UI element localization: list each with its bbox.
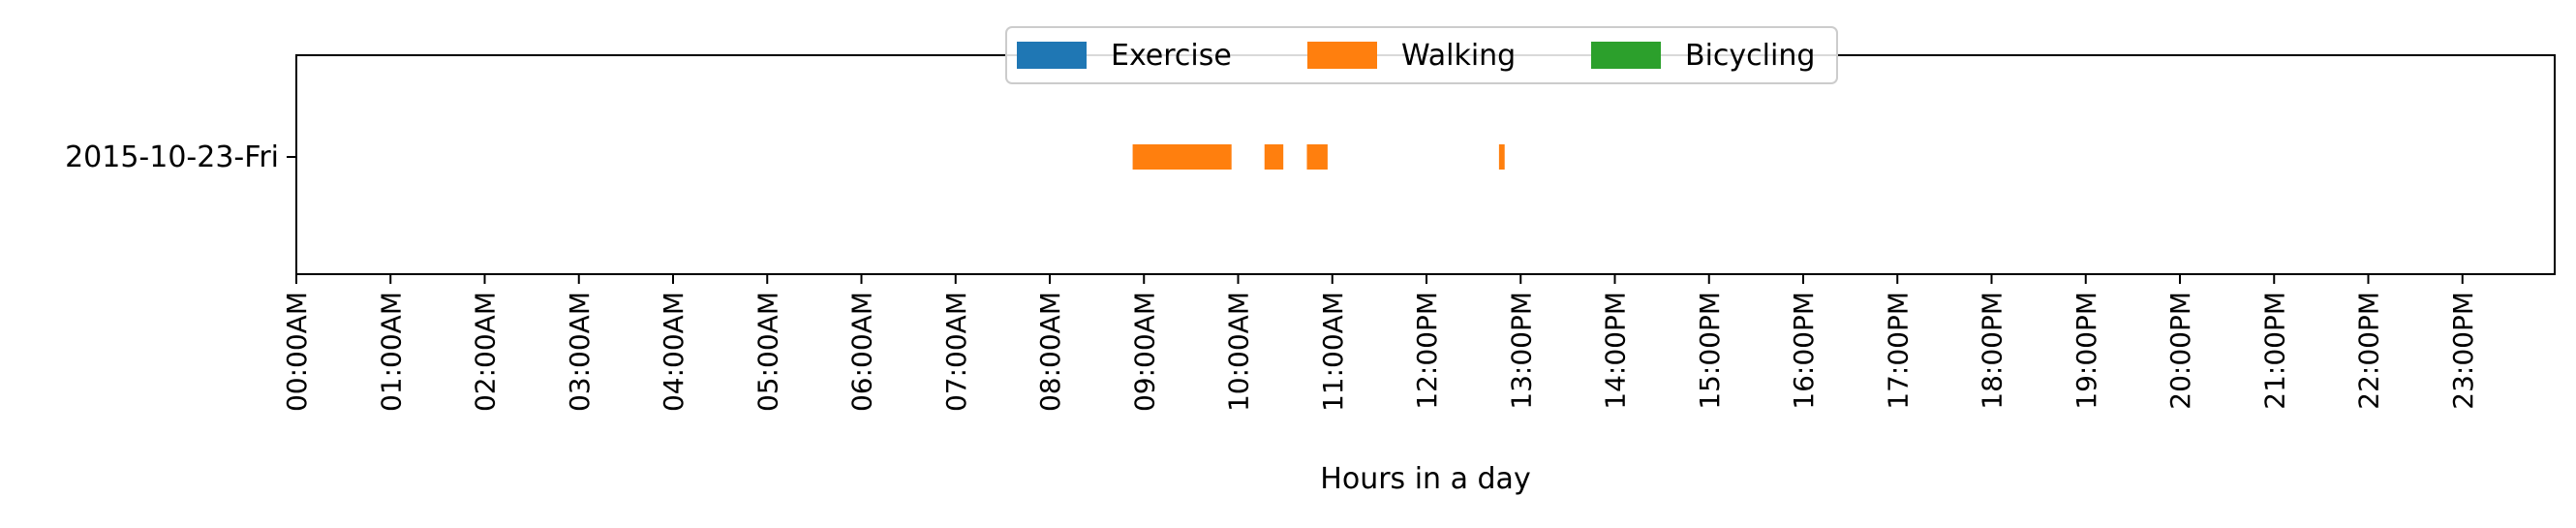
x-tick-label: 08:00AM — [1034, 292, 1066, 412]
x-tick-label: 21:00PM — [2258, 292, 2290, 410]
x-tick-label: 02:00AM — [470, 292, 502, 412]
legend-swatch-walking — [1307, 42, 1377, 69]
x-tick-label: 13:00PM — [1505, 292, 1537, 410]
x-tick-label: 07:00AM — [940, 292, 972, 412]
x-tick-label: 22:00PM — [2353, 292, 2385, 410]
x-tick-label: 01:00AM — [375, 292, 407, 412]
x-tick-label: 09:00AM — [1128, 292, 1160, 412]
plot-frame — [295, 54, 2556, 275]
legend-label-walking: Walking — [1401, 39, 1516, 73]
x-tick-label: 12:00PM — [1411, 292, 1443, 410]
legend-swatch-exercise — [1017, 42, 1087, 69]
x-tick-label: 04:00AM — [658, 292, 690, 412]
x-tick-label: 05:00AM — [751, 292, 783, 412]
x-tick-label: 23:00PM — [2447, 292, 2479, 410]
x-tick-label: 14:00PM — [1600, 292, 1632, 410]
y-axis: 2015-10-23-Fri — [65, 140, 296, 174]
x-axis-label: Hours in a day — [1320, 462, 1530, 496]
x-tick-label: 10:00AM — [1223, 292, 1255, 412]
legend-swatch-bicycling — [1591, 42, 1661, 69]
x-tick-label: 15:00PM — [1694, 292, 1726, 410]
legend: Exercise Walking Bicycling — [1005, 26, 1838, 84]
x-axis: 00:00AM 01:00AM 02:00AM 03:00AM 04:00AM 05:00… — [281, 274, 2479, 412]
legend-label-bicycling: Bicycling — [1685, 39, 1815, 73]
x-tick-label: 17:00PM — [1882, 292, 1914, 410]
x-tick-label: 19:00PM — [2070, 292, 2102, 410]
x-tick-label: 00:00AM — [281, 292, 313, 412]
y-tick-label: 2015-10-23-Fri — [65, 140, 279, 174]
x-tick-label: 11:00AM — [1317, 292, 1349, 412]
bar-walking-1 — [1264, 144, 1284, 170]
x-tick-label: 20:00PM — [2164, 292, 2196, 410]
x-tick-label: 16:00PM — [1788, 292, 1820, 410]
x-tick-label: 06:00AM — [846, 292, 878, 412]
bars-layer — [1132, 144, 1505, 170]
bar-walking-3 — [1498, 144, 1505, 170]
bar-walking-2 — [1306, 144, 1328, 170]
x-tick-label: 18:00PM — [1977, 292, 2009, 410]
bar-walking-0 — [1132, 144, 1232, 170]
legend-label-exercise: Exercise — [1111, 39, 1232, 73]
x-tick-label: 03:00AM — [564, 292, 596, 412]
legend-box — [1005, 26, 1838, 84]
